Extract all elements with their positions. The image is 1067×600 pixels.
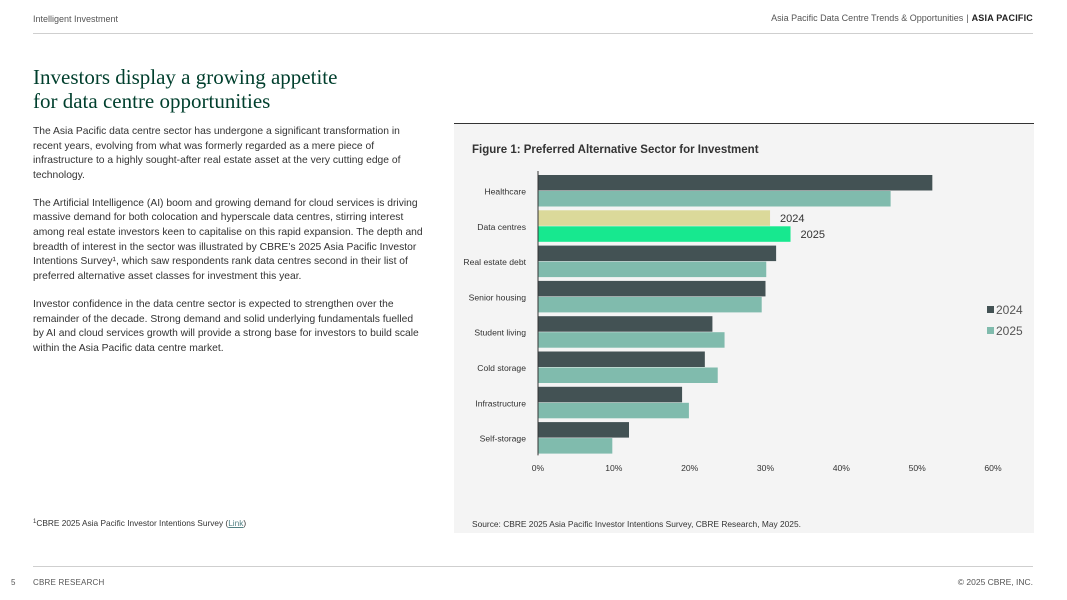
footer-divider xyxy=(33,566,1033,567)
bar-2024-real-estate-debt xyxy=(538,245,777,262)
bar-2024-cold-storage xyxy=(538,351,705,367)
x-tick-label: 20% xyxy=(681,463,699,473)
category-label: Student living xyxy=(474,328,526,338)
bar-2024-healthcare xyxy=(538,175,933,191)
legend-swatch-2025 xyxy=(987,327,994,334)
figure-panel: Healthcare 2024 2025 Data centres Real estat… xyxy=(454,123,1034,533)
copyright: © 2025 CBRE, INC. xyxy=(957,577,1033,587)
category-label: Cold storage xyxy=(477,363,526,373)
x-tick-label: 10% xyxy=(605,463,623,473)
category-label: Senior housing xyxy=(469,292,527,302)
highlight-label-2025: 2025 xyxy=(801,229,825,241)
footnote-text: CBRE 2025 Asia Pacific Investor Intentio… xyxy=(36,518,229,528)
x-tick-label: 0% xyxy=(532,463,545,473)
category-label: Healthcare xyxy=(484,187,526,197)
footnote-close: ) xyxy=(243,518,247,528)
legend-label-2024: 2024 xyxy=(996,303,1023,317)
figure-source: Source: CBRE 2025 Asia Pacific Investor … xyxy=(472,519,801,529)
header-report-title: Asia Pacific Data Centre Trends & Opport… xyxy=(771,13,964,23)
figure-title: Figure 1: Preferred Alternative Sector f… xyxy=(472,144,759,156)
page-title: Investors display a growing appetite for… xyxy=(33,65,433,113)
page-number: 5 xyxy=(11,578,16,587)
bar-chart: Healthcare 2024 2025 Data centres Real estat… xyxy=(463,171,1023,473)
footnote-marker: 1 xyxy=(33,519,37,525)
bar-2025-real-estate-debt xyxy=(538,261,767,278)
x-tick-label: 40% xyxy=(833,463,851,473)
x-tick-label: 60% xyxy=(984,463,1002,473)
category-label: Infrastructure xyxy=(475,398,526,408)
category-label: Self-storage xyxy=(480,434,527,444)
footer-brand: CBRE RESEARCH xyxy=(33,578,105,587)
page-title-line-2: for data centre opportunities xyxy=(33,89,271,113)
bar-2024-student-living xyxy=(538,316,713,332)
header-separator: | xyxy=(966,13,969,23)
bar-2024-senior-housing xyxy=(538,280,766,297)
legend-swatch-2024 xyxy=(987,306,994,313)
body-paragraph-2: The Artificial Intelligence (AI) boom an… xyxy=(33,197,423,282)
bar-2024-data-centres xyxy=(538,210,771,226)
x-tick-label: 50% xyxy=(909,463,927,473)
header-divider xyxy=(33,33,1033,34)
header-region: ASIA PACIFIC xyxy=(971,13,1033,23)
bar-2025-data-centres xyxy=(538,226,791,242)
bar-2025-cold-storage xyxy=(538,367,718,383)
header-report: Asia Pacific Data Centre Trends & Opport… xyxy=(771,13,1033,23)
body-text: The Asia Pacific data centre sector has … xyxy=(33,125,425,370)
bar-2024-self-storage xyxy=(538,422,629,438)
bar-2025-healthcare xyxy=(538,191,891,207)
body-paragraph-1: The Asia Pacific data centre sector has … xyxy=(33,126,401,181)
category-label: Data centres xyxy=(477,222,526,232)
bar-2025-senior-housing xyxy=(538,296,762,313)
page-title-line-1: Investors display a growing appetite xyxy=(33,65,338,89)
x-tick-label: 30% xyxy=(757,463,775,473)
bar-2025-infrastructure xyxy=(538,402,689,419)
bar-2024-infrastructure xyxy=(538,386,683,403)
bar-2025-student-living xyxy=(538,332,725,348)
category-label: Real estate debt xyxy=(463,257,526,267)
body-paragraph-3: Investor confidence in the data centre s… xyxy=(33,298,419,354)
header-brand: Intelligent Investment xyxy=(33,14,119,24)
footnote: 1CBRE 2025 Asia Pacific Investor Intenti… xyxy=(33,518,246,528)
highlight-label-2024: 2024 xyxy=(780,213,804,225)
legend-label-2025: 2025 xyxy=(996,324,1023,338)
bar-2025-self-storage xyxy=(538,438,613,454)
footnote-link[interactable]: Link xyxy=(228,518,244,528)
